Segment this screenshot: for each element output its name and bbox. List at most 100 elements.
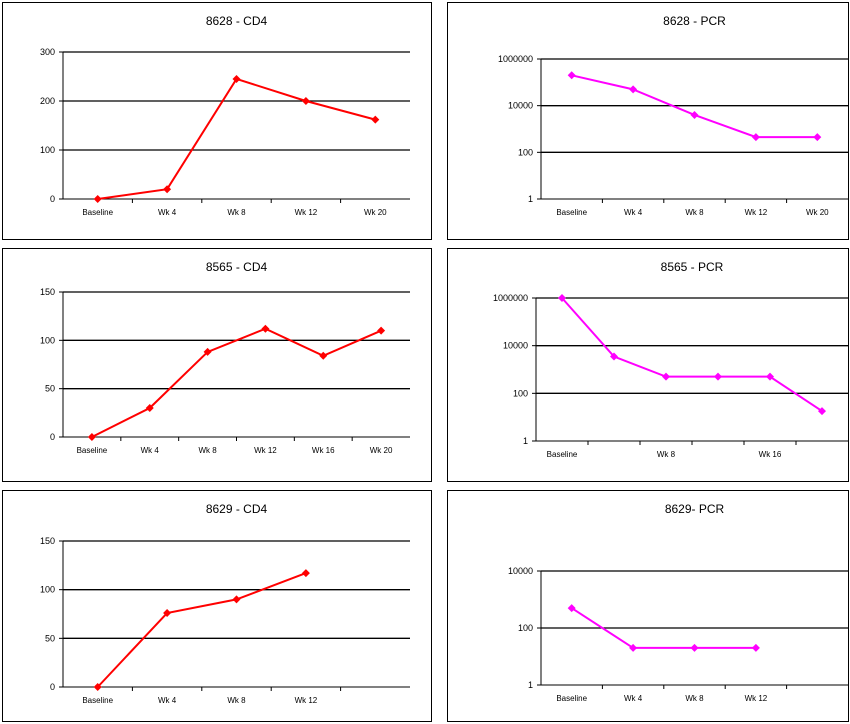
series-line (96, 572, 307, 688)
series-line (97, 77, 376, 200)
x-tick-label: Wk 8 (227, 696, 246, 705)
data-point (690, 643, 699, 652)
chart-title: 8565 - CD4 (206, 260, 268, 274)
data-point (662, 372, 670, 381)
x-tick-label: Wk 4 (624, 694, 643, 703)
data-point (319, 351, 328, 360)
chart-panel: 8565 - PCR 1 100 10000 1000000 Baseline Wk 8 Wk… (447, 248, 849, 482)
y-tick-label: 0 (50, 194, 55, 204)
y-tick-label: 10000 (508, 566, 533, 576)
data-point (813, 133, 822, 142)
series-line (571, 607, 756, 649)
y-tick-label: 100 (513, 388, 528, 398)
x-tick-label: Wk 20 (364, 208, 387, 217)
data-point (87, 433, 96, 441)
y-tick-label: 200 (40, 96, 55, 106)
chart-panel: 8565 - CD4 0 50 100 150 Baseline Wk 4 Wk 8 Wk 12… (2, 248, 432, 482)
x-tick-label: Wk 4 (158, 696, 177, 705)
y-tick-label: 0 (50, 682, 55, 692)
data-point (371, 115, 380, 124)
y-tick-label: 100 (518, 147, 533, 157)
y-tick-label: 150 (40, 536, 55, 546)
y-tick-label: 300 (40, 47, 55, 57)
data-point (232, 595, 241, 604)
y-tick-label: 50 (45, 633, 55, 643)
chart-svg: 8565 - PCR 1 100 10000 1000000 Baseline Wk 8 Wk… (493, 260, 848, 459)
data-point (558, 294, 566, 302)
chart-title: 8628 - PCR (663, 14, 726, 28)
y-tick-label: 100 (40, 335, 55, 345)
data-point (766, 372, 774, 381)
chart-title: 8565 - PCR (661, 260, 724, 274)
data-point (567, 71, 576, 80)
x-tick-label: Baseline (82, 696, 113, 705)
data-point (301, 569, 310, 578)
x-tick-label: Wk 12 (254, 446, 277, 455)
chart-svg: 8629- PCR 1 100 10000 Baseline Wk 4 Wk 8 Wk 12 (508, 502, 848, 703)
x-tick-label: Baseline (556, 694, 587, 703)
data-point (301, 97, 310, 105)
x-tick-label: Wk 20 (370, 446, 393, 455)
x-tick-label: Baseline (556, 208, 587, 217)
data-point (93, 195, 102, 203)
chart-title: 8629 - CD4 (206, 502, 268, 516)
chart-panel: 8629- PCR 1 100 10000 Baseline Wk 4 Wk 8 Wk 12 (447, 490, 849, 722)
chart-title: 8629- PCR (665, 502, 725, 516)
y-tick-label: 1 (528, 194, 533, 204)
data-point (751, 133, 760, 142)
y-tick-label: 0 (50, 432, 55, 442)
x-tick-label: Wk 12 (295, 696, 318, 705)
data-point (163, 185, 172, 194)
y-tick-label: 100 (40, 585, 55, 595)
data-point (690, 110, 699, 119)
chart-svg: 8628 - PCR 1 100 10000 1000000 Baseline Wk 4 Wk… (498, 14, 848, 217)
x-tick-label: Wk 12 (745, 694, 768, 703)
x-tick-label: Baseline (82, 208, 113, 217)
x-tick-label: Wk 16 (759, 450, 782, 459)
x-tick-label: Wk 8 (657, 450, 676, 459)
data-point (567, 604, 576, 613)
data-point (818, 407, 826, 416)
y-tick-label: 150 (40, 287, 55, 297)
data-point (751, 643, 760, 652)
chart-svg: 8629 - CD4 0 50 100 150 Baseline Wk 4 Wk 8 Wk 12 (40, 502, 410, 705)
x-tick-label: Wk 12 (295, 208, 318, 217)
y-tick-label: 10000 (503, 341, 528, 351)
y-tick-label: 1 (523, 436, 528, 446)
chart-panel: 8628 - CD4 0 100 200 300 Baseline Wk 4 Wk 8 Wk 1… (2, 2, 432, 240)
x-tick-label: Wk 4 (158, 208, 177, 217)
chart-panel: 8628 - PCR 1 100 10000 1000000 Baseline Wk 4 Wk… (447, 2, 849, 240)
x-tick-label: Wk 8 (685, 208, 704, 217)
data-point (163, 609, 172, 618)
x-tick-label: Wk 8 (227, 208, 246, 217)
y-tick-label: 100 (518, 623, 533, 633)
y-tick-label: 100 (40, 145, 55, 155)
x-tick-label: Wk 8 (685, 694, 704, 703)
chart-svg: 8628 - CD4 0 100 200 300 Baseline Wk 4 Wk 8 Wk 1… (40, 14, 410, 217)
data-point (714, 372, 722, 381)
y-tick-label: 1 (528, 680, 533, 690)
data-point (145, 404, 154, 412)
y-tick-label: 50 (45, 384, 55, 394)
data-point (261, 324, 270, 333)
data-point (610, 352, 618, 361)
x-tick-label: Baseline (547, 450, 578, 459)
data-point (203, 347, 212, 356)
x-tick-label: Wk 16 (312, 446, 335, 455)
series-line (561, 297, 823, 412)
chart-svg: 8565 - CD4 0 50 100 150 Baseline Wk 4 Wk 8 Wk 12… (40, 260, 410, 455)
data-point (232, 74, 241, 83)
x-tick-label: Wk 8 (198, 446, 217, 455)
y-tick-label: 1000000 (493, 293, 528, 303)
data-point (629, 85, 638, 94)
y-tick-label: 1000000 (498, 54, 533, 64)
data-point (629, 643, 638, 652)
data-point (377, 326, 386, 335)
y-tick-label: 10000 (508, 101, 533, 111)
x-tick-label: Wk 20 (806, 208, 829, 217)
x-tick-label: Baseline (77, 446, 108, 455)
data-point (93, 683, 102, 691)
x-tick-label: Wk 4 (141, 446, 160, 455)
chart-panel: 8629 - CD4 0 50 100 150 Baseline Wk 4 Wk 8 Wk 12 (2, 490, 432, 722)
chart-title: 8628 - CD4 (206, 14, 268, 28)
